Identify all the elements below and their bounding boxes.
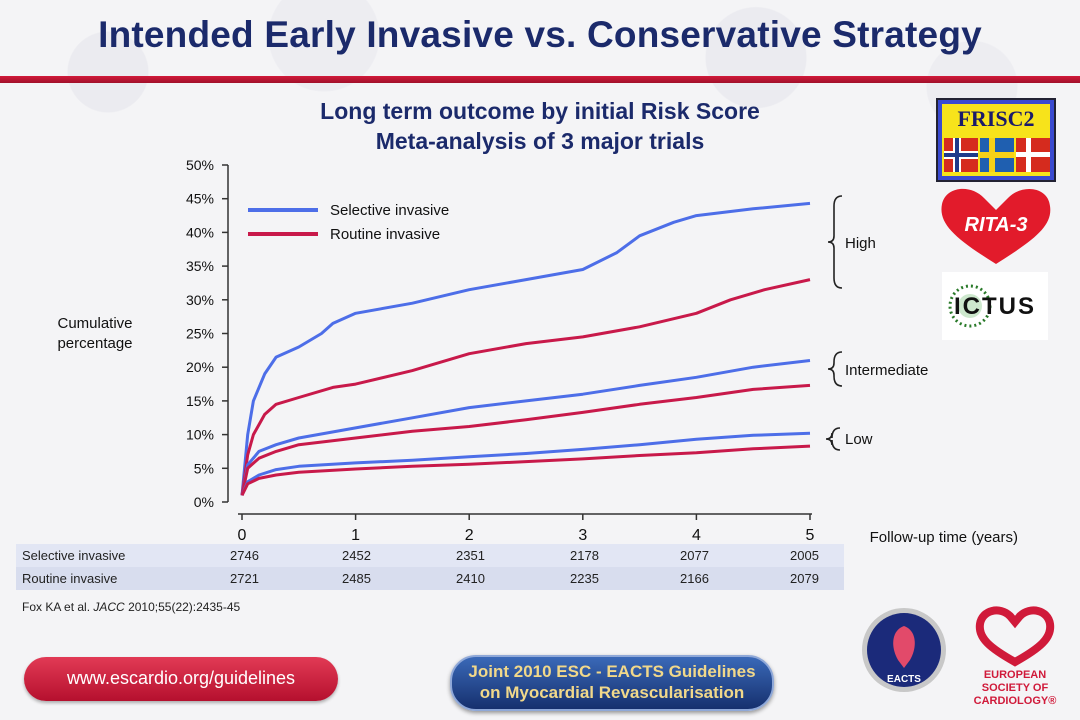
esc-logo-line2: SOCIETY OF xyxy=(982,682,1049,694)
table-cell: 2235 xyxy=(570,571,599,586)
escardio-link[interactable]: www.escardio.org/guidelines xyxy=(24,657,338,701)
x-tick-label: 3 xyxy=(578,527,587,544)
numbers-at-risk-table: Selective invasive 2746 2452 2351 2178 2… xyxy=(16,544,844,590)
x-tick-label: 0 xyxy=(238,527,247,544)
eacts-logo-text: EACTS xyxy=(887,674,921,685)
row-label: Routine invasive xyxy=(22,571,118,586)
frisc2-logo: FRISC2 xyxy=(936,98,1056,182)
table-cell: 2452 xyxy=(342,548,371,563)
series-line-intermediate-routine xyxy=(240,383,811,496)
series-line-low-routine xyxy=(240,444,811,496)
chart-subtitle-line1: Long term outcome by initial Risk Score xyxy=(320,98,760,124)
y-tick-label: 5% xyxy=(194,460,214,476)
y-tick-label: 30% xyxy=(186,292,214,308)
table-cell: 2746 xyxy=(230,548,259,563)
table-cell: 2077 xyxy=(680,548,709,563)
table-cell: 2410 xyxy=(456,571,485,586)
table-cell: 2721 xyxy=(230,571,259,586)
y-tick-label: 50% xyxy=(186,157,214,173)
reference-journal: JACC xyxy=(93,600,125,614)
x-tick-label: 1 xyxy=(351,527,360,544)
y-tick-label: 15% xyxy=(186,393,214,409)
y-axis-label: Cumulative percentage xyxy=(40,314,150,354)
y-tick-label: 0% xyxy=(194,494,214,510)
risk-label-intermediate: Intermediate xyxy=(845,362,928,379)
sweden-flag-icon xyxy=(980,138,1014,172)
reference-citation: Fox KA et al. JACC 2010;55(22):2435-45 xyxy=(22,600,240,614)
bracket-intermediate xyxy=(827,351,843,387)
y-axis-label-line2: percentage xyxy=(57,335,133,352)
table-row: Selective invasive 2746 2452 2351 2178 2… xyxy=(16,544,844,567)
legend-label: Routine invasive xyxy=(330,226,440,243)
guidelines-line1: Joint 2010 ESC - EACTS Guidelines xyxy=(468,662,756,681)
series-line-high-routine xyxy=(240,278,811,496)
table-cell: 2005 xyxy=(790,548,819,563)
table-cell: 2178 xyxy=(570,548,599,563)
x-tick-label: 5 xyxy=(806,527,815,544)
esc-logo-line3: CARDIOLOGY® xyxy=(974,695,1057,707)
esc-logo: EUROPEAN SOCIETY OF CARDIOLOGY® xyxy=(974,606,1057,707)
x-tick-label: 2 xyxy=(465,527,474,544)
bracket-high xyxy=(827,195,843,289)
risk-label-low: Low xyxy=(845,431,873,448)
y-axis-label-line1: Cumulative xyxy=(57,315,133,332)
risk-label-high: High xyxy=(845,235,876,252)
x-tick-label: 4 xyxy=(692,527,701,544)
y-tick-label: 35% xyxy=(186,258,214,274)
ictus-logo: ICTUS xyxy=(942,272,1048,340)
title-divider xyxy=(0,76,1080,83)
guidelines-banner: Joint 2010 ESC - EACTS Guidelines on Myo… xyxy=(450,655,774,711)
y-tick-label: 10% xyxy=(186,427,214,443)
x-axis-label: Follow-up time (years) xyxy=(870,529,1018,546)
series-line-high-selective xyxy=(240,201,811,496)
ictus-logo-text: ICTUS xyxy=(954,293,1036,320)
bracket-low xyxy=(825,427,841,451)
denmark-flag-icon xyxy=(1016,138,1050,172)
slide-title: Intended Early Invasive vs. Conservative… xyxy=(98,14,982,55)
esc-logo-line1: EUROPEAN xyxy=(984,669,1046,681)
guidelines-line2: on Myocardial Revascularisation xyxy=(479,683,745,702)
legend-label: Selective invasive xyxy=(330,202,449,219)
table-row: Routine invasive 2721 2485 2410 2235 216… xyxy=(16,567,844,590)
table-cell: 2351 xyxy=(456,548,485,563)
chart-subtitle-line2: Meta-analysis of 3 major trials xyxy=(375,128,705,154)
y-tick-label: 20% xyxy=(186,359,214,375)
escardio-link-text[interactable]: www.escardio.org/guidelines xyxy=(66,668,296,688)
frisc2-logo-text: FRISC2 xyxy=(957,106,1035,131)
series-line-intermediate-selective xyxy=(240,359,811,496)
norway-flag-icon xyxy=(944,138,978,172)
y-tick-label: 40% xyxy=(186,224,214,240)
row-label: Selective invasive xyxy=(22,548,126,563)
table-cell: 2485 xyxy=(342,571,371,586)
table-cell: 2166 xyxy=(680,571,709,586)
y-tick-label: 45% xyxy=(186,191,214,207)
table-cell: 2079 xyxy=(790,571,819,586)
series-line-low-selective xyxy=(240,431,811,496)
reference-authors: Fox KA et al. xyxy=(22,600,91,614)
reference-details: 2010;55(22):2435-45 xyxy=(128,600,241,614)
rita3-logo-text: RITA-3 xyxy=(965,214,1028,236)
rita3-logo: RITA-3 xyxy=(941,188,1051,264)
y-tick-label: 25% xyxy=(186,326,214,342)
eacts-logo: EACTS xyxy=(862,608,946,692)
